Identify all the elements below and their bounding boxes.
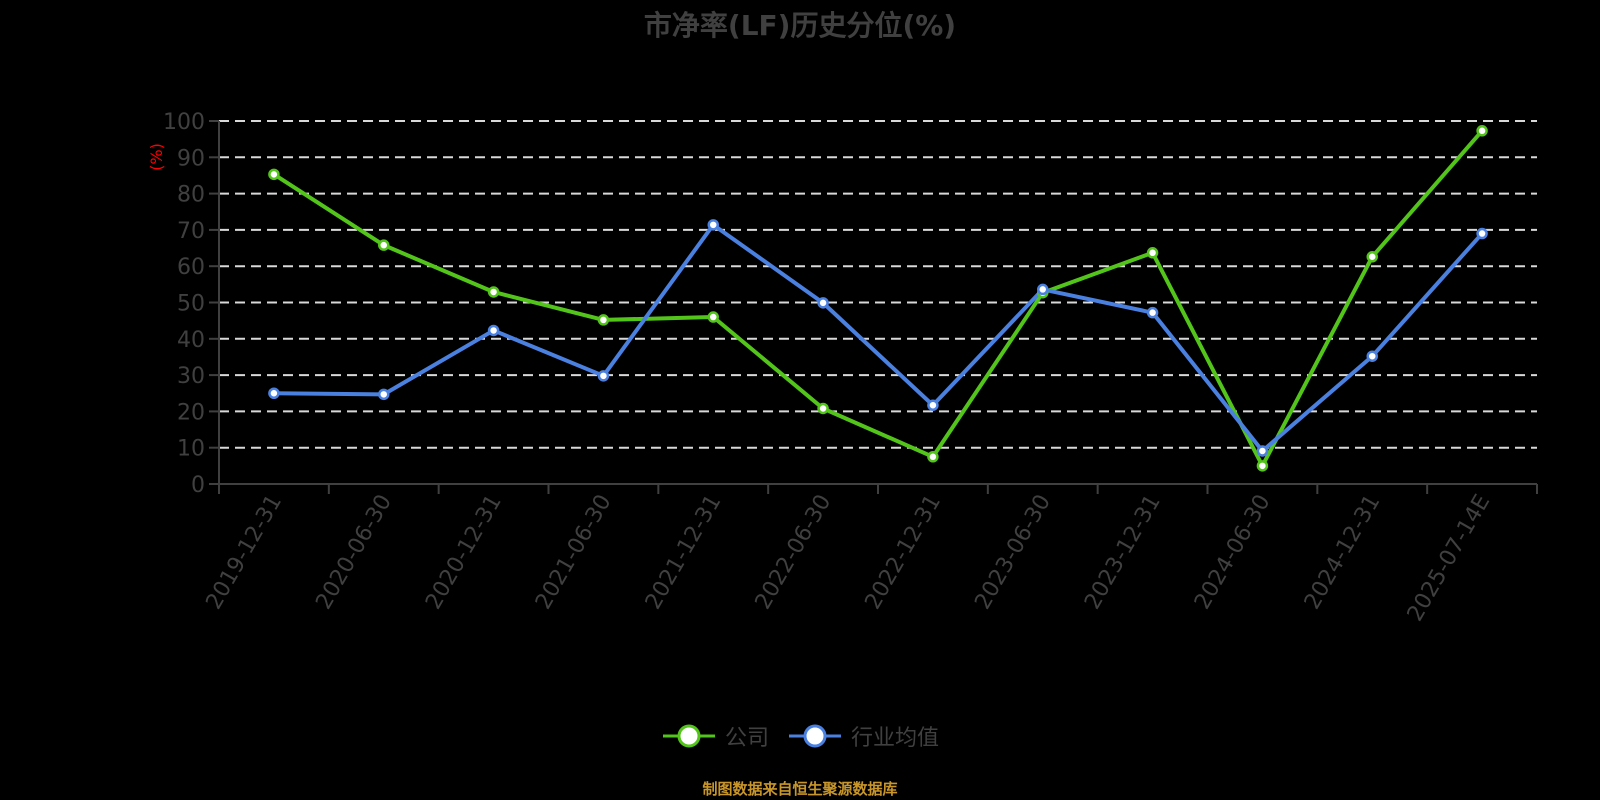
y-axis-label: (%) [147, 143, 166, 171]
chart-title: 市净率(LF)历史分位(%) [643, 9, 957, 42]
data-point[interactable] [817, 297, 829, 309]
x-tick-label: 2020-06-30 [311, 491, 397, 614]
x-tick-label: 2019-12-31 [202, 491, 288, 614]
data-point[interactable] [817, 402, 829, 415]
data-point[interactable] [1366, 251, 1378, 263]
x-tick-label: 2024-06-30 [1190, 491, 1276, 614]
x-tick-label: 2020-12-31 [421, 491, 507, 614]
y-tick-label: 70 [177, 219, 205, 244]
y-tick-label: 40 [177, 328, 205, 353]
legend: 公司 行业均值 [0, 720, 1600, 752]
data-point[interactable] [487, 286, 500, 298]
data-point[interactable] [1476, 125, 1488, 137]
legend-label: 公司 [724, 726, 769, 751]
data-point[interactable] [268, 168, 280, 181]
y-tick-label: 100 [163, 110, 205, 135]
data-point[interactable] [1366, 350, 1378, 362]
data-point[interactable] [597, 370, 610, 382]
data-point[interactable] [707, 311, 719, 323]
data-point[interactable] [268, 387, 280, 399]
data-point[interactable] [707, 219, 719, 231]
x-tick-label: 2023-06-30 [970, 491, 1056, 614]
source-footer: 制图数据来自恒生聚源数据库 [702, 780, 898, 798]
y-tick-label: 50 [177, 292, 205, 317]
data-point[interactable] [927, 451, 939, 463]
data-point[interactable] [378, 388, 390, 401]
x-tick-label: 2022-12-31 [861, 491, 947, 614]
legend-marker-icon [662, 724, 715, 748]
data-point[interactable] [1146, 247, 1159, 259]
series-line [273, 222, 1484, 453]
y-tick-label: 10 [177, 437, 205, 462]
data-point[interactable] [597, 314, 610, 326]
legend-item-company[interactable]: 公司 [661, 720, 769, 752]
series-line [272, 129, 1484, 468]
y-tick-label: 90 [177, 146, 205, 171]
data-point[interactable] [1476, 227, 1488, 240]
y-tick-label: 20 [177, 400, 205, 425]
legend-item-industry[interactable]: 行业均值 [787, 720, 939, 752]
data-point[interactable] [1256, 460, 1269, 472]
legend-label: 行业均值 [851, 726, 940, 751]
x-tick-label: 2021-06-30 [531, 491, 617, 614]
y-tick-label: 80 [177, 183, 205, 208]
y-tick-label: 60 [177, 255, 205, 280]
data-point[interactable] [1146, 306, 1159, 319]
y-tick-label: 30 [177, 364, 205, 389]
x-tick-label: 2024-12-31 [1300, 491, 1386, 614]
data-point[interactable] [1037, 283, 1049, 296]
x-tick-label: 2023-12-31 [1080, 491, 1166, 614]
data-point[interactable] [378, 239, 390, 251]
x-tick-label: 2025-07-14E [1403, 491, 1496, 626]
data-point[interactable] [927, 399, 939, 411]
y-tick-label: 0 [191, 473, 205, 498]
legend-marker-icon [789, 724, 841, 748]
data-point[interactable] [487, 324, 500, 337]
x-tick-label: 2022-06-30 [751, 491, 837, 614]
x-tick-label: 2021-12-31 [641, 491, 727, 614]
data-point[interactable] [1256, 445, 1269, 457]
